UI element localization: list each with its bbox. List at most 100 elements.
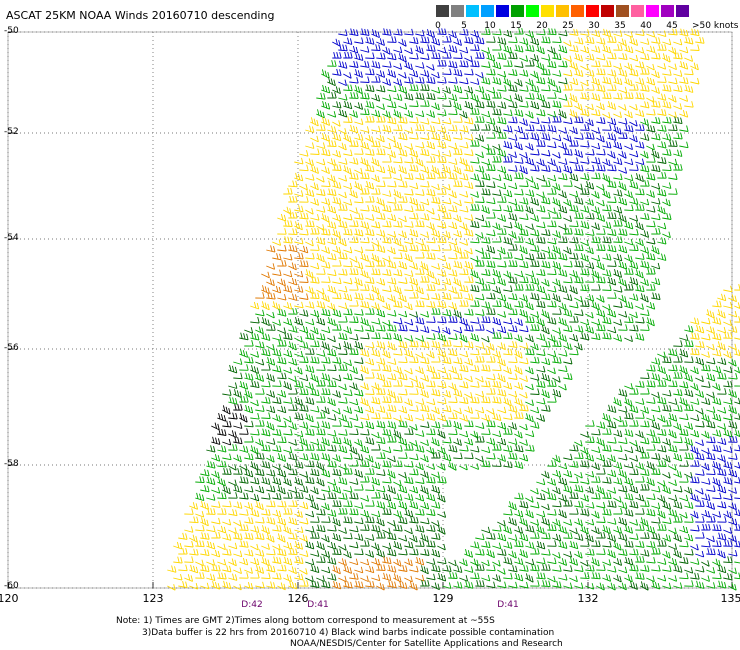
wind-barb-2 — [360, 28, 370, 36]
wind-barb-2005 — [486, 452, 496, 460]
wind-barb-2111 — [717, 468, 727, 476]
wind-barb-189 — [563, 69, 573, 77]
wind-barb-2128 — [360, 475, 370, 483]
wind-barb-2169 — [354, 483, 364, 491]
wind-barb-326 — [574, 102, 583, 111]
wind-barb-48 — [497, 36, 507, 45]
wind-barb-1933 — [728, 435, 738, 443]
wind-barb-1932 — [717, 437, 727, 446]
legend-swatch-7 — [541, 5, 554, 17]
wind-barb-120 — [552, 52, 562, 61]
wind-barb-978 — [371, 253, 380, 263]
wind-barb-1679 — [272, 396, 282, 404]
wind-barb-230 — [646, 76, 656, 86]
wind-barb-508 — [679, 141, 689, 149]
wind-barb-1179 — [563, 293, 573, 302]
wind-barb-1297 — [558, 317, 567, 327]
wind-barb-1853 — [294, 430, 304, 438]
wind-barb-381 — [420, 118, 430, 125]
wind-barb-1436 — [272, 348, 282, 357]
wind-barb-1186 — [640, 293, 649, 303]
wind-barb-1379 — [525, 334, 534, 343]
wind-barb-1503 — [651, 357, 661, 365]
wind-barb-2749 — [420, 579, 430, 587]
wind-barb-2333 — [222, 518, 232, 526]
wind-barb-2061 — [613, 461, 623, 470]
wind-barb-2626 — [211, 564, 221, 572]
wind-barb-1850 — [261, 428, 271, 437]
wind-barb-895 — [651, 227, 661, 235]
wind-barb-1591 — [228, 382, 238, 389]
wind-barb-831 — [338, 220, 348, 229]
wind-barb-1358 — [294, 335, 303, 343]
wind-barb-848 — [525, 223, 534, 231]
wind-barb-361 — [580, 108, 590, 116]
wind-barb-809 — [486, 211, 496, 219]
wind-barb-1029 — [530, 260, 540, 268]
wind-barb-1940 — [272, 445, 282, 453]
wind-barb-2691 — [360, 575, 369, 583]
wind-barb-2647 — [442, 564, 452, 573]
wind-barb-2272 — [607, 500, 617, 508]
lat-label-58: -58 — [4, 459, 19, 469]
wind-barb-2084 — [321, 468, 331, 478]
wind-barb-338 — [327, 111, 337, 118]
wind-barb-2607 — [580, 560, 589, 567]
wind-barb-2215 — [404, 493, 414, 501]
wind-barb-31 — [679, 28, 689, 37]
wind-barb-441 — [321, 132, 331, 142]
wind-barb-2458 — [596, 531, 606, 539]
wind-barb-2257 — [376, 500, 386, 509]
wind-barb-690 — [349, 189, 358, 199]
wind-barb-2585 — [338, 558, 347, 566]
wind-barb-2566 — [695, 550, 705, 558]
wind-barb-110 — [442, 51, 452, 59]
wind-barb-2612 — [635, 555, 645, 563]
wind-barb-1871 — [492, 430, 502, 438]
wind-barb-2709 — [558, 574, 568, 581]
wind-barb-2403 — [525, 524, 535, 533]
wind-barb-2774 — [695, 580, 705, 589]
wind-barb-378 — [387, 116, 397, 125]
wind-barb-1195 — [305, 301, 315, 309]
wind-barb-602 — [552, 165, 562, 173]
wind-barb-1893 — [244, 435, 254, 443]
wind-barb-1295 — [536, 317, 545, 327]
wind-barb-674 — [563, 180, 573, 187]
wind-barb-2538 — [365, 550, 375, 558]
wind-barb-388 — [497, 116, 507, 125]
wind-barb-1543 — [657, 365, 666, 375]
wind-barb-903 — [338, 237, 347, 247]
wind-barb-1553 — [255, 372, 265, 382]
wind-barb-1121 — [349, 284, 359, 291]
wind-barb-1417 — [475, 342, 485, 349]
wind-barb-2681 — [250, 571, 260, 579]
wind-barb-2325 — [690, 510, 699, 519]
wind-barb-1373 — [459, 333, 468, 343]
wind-barb-2706 — [525, 573, 534, 583]
wind-barb-1663 — [552, 388, 562, 398]
wind-barb-2605 — [558, 558, 568, 566]
wind-barb-1827 — [486, 420, 496, 428]
wind-barb-1690 — [393, 395, 403, 403]
wind-barb-2150 — [690, 476, 700, 484]
wind-barb-353 — [492, 108, 502, 116]
wind-barb-2082 — [299, 471, 309, 478]
wind-barb-2354 — [508, 517, 517, 526]
wind-barb-965 — [618, 244, 628, 254]
wind-barb-2468 — [706, 535, 715, 543]
wind-barb-442 — [332, 132, 342, 142]
wind-barb-922 — [547, 237, 557, 245]
wind-barb-2307 — [437, 511, 447, 518]
wind-barb-2130 — [382, 476, 392, 484]
wind-barb-2581 — [294, 556, 304, 564]
wind-barb-1788 — [536, 414, 546, 422]
wind-barb-2548 — [497, 548, 507, 556]
wind-barb-591 — [431, 165, 440, 175]
wind-barb-275 — [382, 94, 392, 102]
wind-barb-1224 — [624, 300, 634, 309]
wind-barb-1687 — [360, 397, 369, 407]
wind-barb-1928 — [673, 436, 683, 444]
wind-barb-891 — [607, 228, 617, 236]
wind-barb-2105 — [651, 468, 661, 475]
